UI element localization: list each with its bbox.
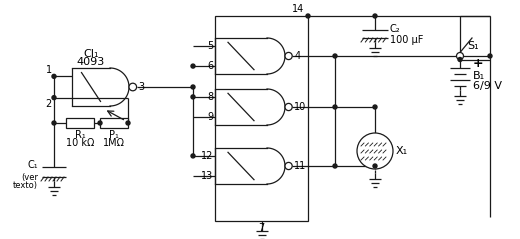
Text: texto): texto) [13,181,38,190]
Text: 5: 5 [207,41,213,51]
Circle shape [129,83,137,91]
Circle shape [126,121,130,125]
Text: +: + [473,57,484,70]
Circle shape [191,95,195,99]
Circle shape [285,162,292,170]
Circle shape [306,14,310,18]
Text: 1MΩ: 1MΩ [103,138,125,148]
Text: 14: 14 [292,4,304,14]
Text: 2: 2 [46,99,52,109]
Circle shape [285,103,292,111]
Text: C₂: C₂ [390,24,400,34]
Text: (ver: (ver [21,173,38,182]
Circle shape [191,64,195,68]
Text: 10: 10 [294,102,306,112]
Text: 12: 12 [201,151,213,161]
Circle shape [458,58,462,61]
Circle shape [333,54,337,58]
Text: 11: 11 [294,161,306,171]
Circle shape [98,121,102,125]
Text: C₁: C₁ [28,160,38,170]
Text: 6/9 V: 6/9 V [473,81,502,91]
Text: S₁: S₁ [467,41,478,51]
Circle shape [457,53,463,60]
FancyBboxPatch shape [66,118,94,128]
Circle shape [488,54,492,58]
Circle shape [357,133,393,169]
Circle shape [373,14,377,18]
Text: 3: 3 [139,82,145,92]
Text: R₁: R₁ [75,130,85,140]
Text: P₁: P₁ [109,130,119,140]
Circle shape [333,164,337,168]
Text: 13: 13 [201,171,213,181]
FancyBboxPatch shape [100,118,128,128]
Text: 7: 7 [258,223,265,233]
Circle shape [373,164,377,168]
Bar [215,16,308,221]
Text: B₁: B₁ [473,71,485,81]
Circle shape [52,74,56,78]
Circle shape [191,85,195,89]
Circle shape [373,105,377,109]
Text: 4: 4 [294,51,301,61]
Circle shape [285,52,292,60]
Circle shape [191,154,195,158]
Text: 10 kΩ: 10 kΩ [66,138,94,148]
Circle shape [52,96,56,100]
Text: 6: 6 [207,61,213,71]
Circle shape [52,121,56,125]
Text: 9: 9 [207,112,213,122]
Text: 100 μF: 100 μF [390,35,423,45]
Text: 4093: 4093 [77,57,105,67]
Text: X₁: X₁ [396,146,408,156]
Circle shape [333,105,337,109]
Text: 1: 1 [46,65,52,75]
Text: CI₁: CI₁ [83,49,99,59]
Text: 8: 8 [207,92,213,102]
